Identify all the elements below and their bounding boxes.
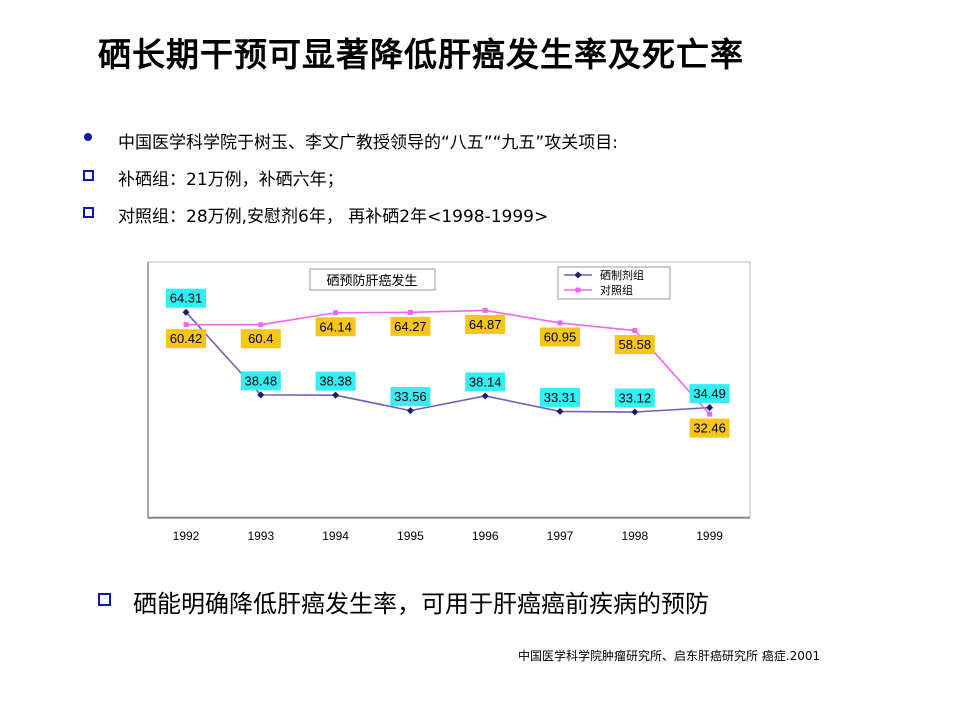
control-data-label: 64.14 <box>319 319 352 334</box>
bullet-dot-icon <box>84 133 92 141</box>
control-point <box>632 328 638 334</box>
control-data-label-bg <box>240 329 281 349</box>
control-point <box>258 322 264 328</box>
control-data-label-bg <box>540 327 580 347</box>
control-data-label-bg <box>166 329 206 349</box>
x-tick-label: 1992 <box>173 529 200 543</box>
conclusion-text: 硒能明确降低肝癌发生率，可用于肝癌癌前疾病的预防 <box>133 590 709 618</box>
control-data-label-bg <box>689 418 730 438</box>
selenium-point <box>406 407 414 415</box>
selenium-point <box>631 408 639 416</box>
control-data-label-bg <box>390 316 431 336</box>
selenium-point <box>182 308 190 316</box>
control-data-label: 64.87 <box>469 317 502 332</box>
line-chart: 硒预防肝癌发生 硒制剂组 对照组 1992 1993 1994 1995 1996 199… <box>147 261 751 543</box>
x-tick-label: 1994 <box>322 529 349 543</box>
selenium-data-label: 38.48 <box>245 373 278 388</box>
selenium-point <box>257 391 265 399</box>
control-point <box>183 322 189 328</box>
selenium-point <box>481 392 489 400</box>
source-citation: 中国医学科学院肿瘤研究所、启东肝癌研究所 癌症.2001 <box>518 649 821 663</box>
x-tick-label: 1999 <box>696 529 723 543</box>
legend-label-selenium: 硒制剂组 <box>600 268 644 282</box>
bullet-square-icon <box>83 207 94 218</box>
x-tick-label: 1998 <box>621 529 648 543</box>
selenium-data-label: 38.14 <box>469 374 502 389</box>
selenium-data-label-bg <box>614 388 655 408</box>
legend-label-control: 对照组 <box>600 283 633 297</box>
bullet-text: 对照组：28万例,安慰剂6年， 再补硒2年<1998-1999> <box>118 207 549 227</box>
bullet-item: 中国医学科学院于树玉、李文广教授领导的“八五”“九五”攻关项目: <box>82 128 618 165</box>
control-data-label: 58.58 <box>619 337 652 352</box>
control-data-label-bg <box>614 335 655 355</box>
selenium-data-label: 33.56 <box>394 389 427 404</box>
selenium-data-label-bg <box>240 371 281 391</box>
selenium-data-label-bg <box>166 288 206 308</box>
bullet-item: 补硒组：21万例，补硒六年； <box>82 165 618 202</box>
selenium-data-label-bg <box>465 372 506 392</box>
selenium-point <box>332 391 340 399</box>
bullet-list: 中国医学科学院于树玉、李文广教授领导的“八五”“九五”攻关项目: 补硒组：21万… <box>82 128 618 239</box>
selenium-data-label: 38.38 <box>319 374 352 389</box>
legend-frame <box>557 266 671 300</box>
control-series-line <box>185 309 711 415</box>
page-title: 硒长期干预可显著降低肝癌发生率及死亡率 <box>98 35 744 74</box>
control-data-label: 60.4 <box>248 331 273 346</box>
x-tick-label: 1993 <box>247 529 274 543</box>
control-point <box>557 320 563 326</box>
selenium-data-label-bg <box>689 384 730 404</box>
selenium-series-line <box>185 311 710 413</box>
control-point <box>707 411 713 417</box>
chart-title: 硒预防肝癌发生 <box>326 273 417 288</box>
legend-marker-control <box>575 287 581 293</box>
selenium-point <box>706 404 714 412</box>
legend-marker-selenium <box>574 271 582 279</box>
control-data-label: 64.27 <box>394 319 427 334</box>
bullet-text: 补硒组：21万例，补硒六年； <box>118 170 344 190</box>
control-point <box>407 309 413 315</box>
bullet-square-icon <box>98 593 111 606</box>
control-data-label: 60.95 <box>544 329 577 344</box>
x-tick-label: 1995 <box>397 529 424 543</box>
selenium-data-label: 33.12 <box>619 391 652 406</box>
control-data-label-bg <box>315 317 356 337</box>
control-data-label: 60.42 <box>170 331 203 346</box>
control-point <box>482 307 488 313</box>
legend: 硒制剂组 对照组 <box>557 266 671 300</box>
plot-area <box>147 261 751 518</box>
bullet-item: 对照组：28万例,安慰剂6年， 再补硒2年<1998-1999> <box>82 202 618 239</box>
control-point <box>333 310 339 316</box>
control-data-label-bg <box>465 314 506 334</box>
selenium-data-label: 64.31 <box>170 291 203 306</box>
selenium-point <box>556 407 564 415</box>
selenium-data-label: 33.31 <box>544 390 577 405</box>
selenium-data-label-bg <box>315 371 356 391</box>
x-tick-label: 1997 <box>547 529 574 543</box>
chart-title-frame <box>309 268 436 291</box>
control-data-label: 32.46 <box>693 421 726 436</box>
bullet-text: 中国医学科学院于树玉、李文广教授领导的“八五”“九五”攻关项目: <box>118 133 618 153</box>
bullet-square-icon <box>83 170 94 181</box>
selenium-data-label-bg <box>540 387 580 407</box>
chart-title-box: 硒预防肝癌发生 <box>309 268 436 291</box>
x-tick-label: 1996 <box>472 529 499 543</box>
selenium-data-label-bg <box>390 387 431 407</box>
selenium-data-label: 34.49 <box>693 386 726 401</box>
